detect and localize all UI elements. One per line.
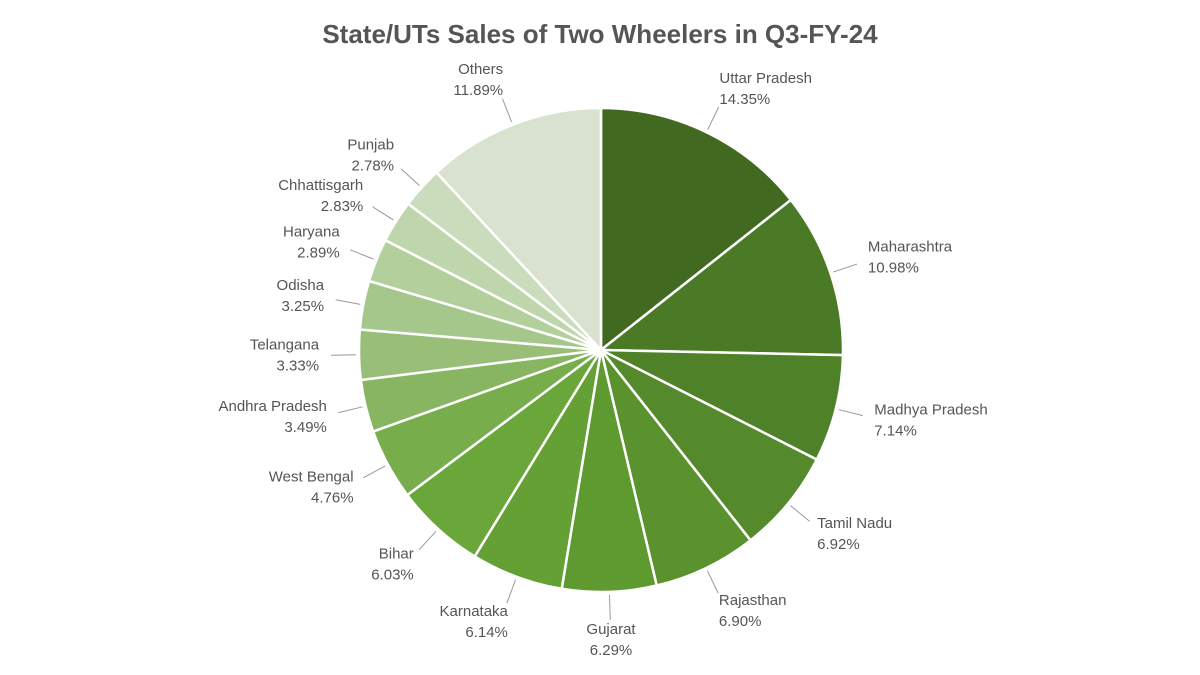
slice-value-label: 2.78% [352,157,395,174]
slice-value-label: 14.35% [719,91,770,108]
slice-label: Bihar [379,545,414,562]
slice-label: Others [458,61,503,78]
slice-label: Haryana [283,223,340,240]
slice-label: Rajasthan [719,592,787,609]
slice-value-label: 10.98% [868,260,919,277]
slice-value-label: 6.03% [371,566,414,583]
slice-value-label: 3.33% [277,358,320,375]
leader-line [838,409,864,417]
slice-label: Punjab [347,136,394,153]
slice-label: Uttar Pradesh [719,70,812,87]
chart-title: State/UTs Sales of Two Wheelers in Q3-FY… [322,19,878,49]
slice-value-label: 2.83% [321,198,364,215]
pie-slice [599,106,793,353]
leader-line [371,206,394,221]
slice-value-label: 7.14% [874,422,917,439]
slice-label: West Bengal [269,468,354,485]
slice-label: Odisha [277,277,325,294]
leader-line [418,530,437,550]
leader-line [790,505,810,522]
slice-label: Madhya Pradesh [874,401,987,418]
slice-value-label: 11.89% [453,82,503,99]
slice-value-label: 6.92% [817,536,860,553]
leader-line [335,299,361,305]
slice-value-label: 6.90% [719,613,762,630]
leader-line [707,106,720,130]
leader-line [400,168,420,186]
slice-value-label: 6.29% [590,642,633,659]
leader-line [501,98,513,123]
leader-line [338,406,363,414]
pie-slice [434,106,603,354]
pie-slice [599,349,753,588]
slice-label: Tamil Nadu [817,515,892,532]
slice-value-label: 3.25% [282,298,325,315]
slice-value-label: 4.76% [311,489,354,506]
slice-label: Andhra Pradesh [218,398,326,415]
leader-line [362,465,386,479]
slice-label: Telangana [250,337,320,354]
pie-slice [597,198,845,357]
slice-value-label: 3.49% [284,419,327,436]
leader-line [608,594,611,620]
slice-label: Maharashtra [868,239,953,256]
leader-line [706,570,719,594]
leader-line [833,263,858,273]
pie-slice [600,348,845,462]
slice-label: Gujarat [586,621,636,638]
pie-slice [600,348,819,543]
leader-line [506,579,517,604]
slice-label: Chhattisgarh [278,177,363,194]
slice-value-label: 6.14% [465,624,508,641]
slice-value-label: 2.89% [297,244,340,261]
leader-line [350,249,374,260]
slice-label: Karnataka [440,603,509,620]
